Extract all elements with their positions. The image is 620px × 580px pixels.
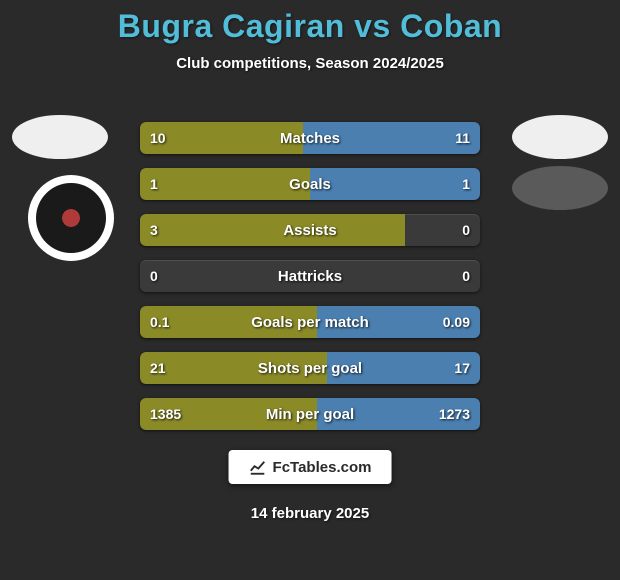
stats-bars: 1011Matches 11Goals 30Assists 00Hattricks 0.… <box>140 122 480 444</box>
brand-badge[interactable]: FcTables.com <box>229 450 392 484</box>
club-left-badge <box>28 175 114 261</box>
stat-row: 1011Matches <box>140 122 480 154</box>
stat-row: 0.10.09Goals per match <box>140 306 480 338</box>
stat-label: Shots per goal <box>140 352 480 384</box>
club-right-badge <box>512 166 608 210</box>
stat-label: Goals per match <box>140 306 480 338</box>
stat-label: Matches <box>140 122 480 154</box>
page-title: Bugra Cagiran vs Coban <box>0 0 620 45</box>
stat-row: 2117Shots per goal <box>140 352 480 384</box>
brand-label: FcTables.com <box>273 459 372 476</box>
stat-label: Min per goal <box>140 398 480 430</box>
player-right-avatar <box>512 115 608 159</box>
stat-label: Assists <box>140 214 480 246</box>
stat-row: 13851273Min per goal <box>140 398 480 430</box>
stat-row: 30Assists <box>140 214 480 246</box>
subtitle: Club competitions, Season 2024/2025 <box>0 55 620 72</box>
stat-row: 11Goals <box>140 168 480 200</box>
stat-label: Hattricks <box>140 260 480 292</box>
stat-label: Goals <box>140 168 480 200</box>
player-left-avatar <box>12 115 108 159</box>
club-left-badge-inner <box>36 183 106 253</box>
chart-icon <box>249 458 267 476</box>
stat-row: 00Hattricks <box>140 260 480 292</box>
date-label: 14 february 2025 <box>0 505 620 522</box>
